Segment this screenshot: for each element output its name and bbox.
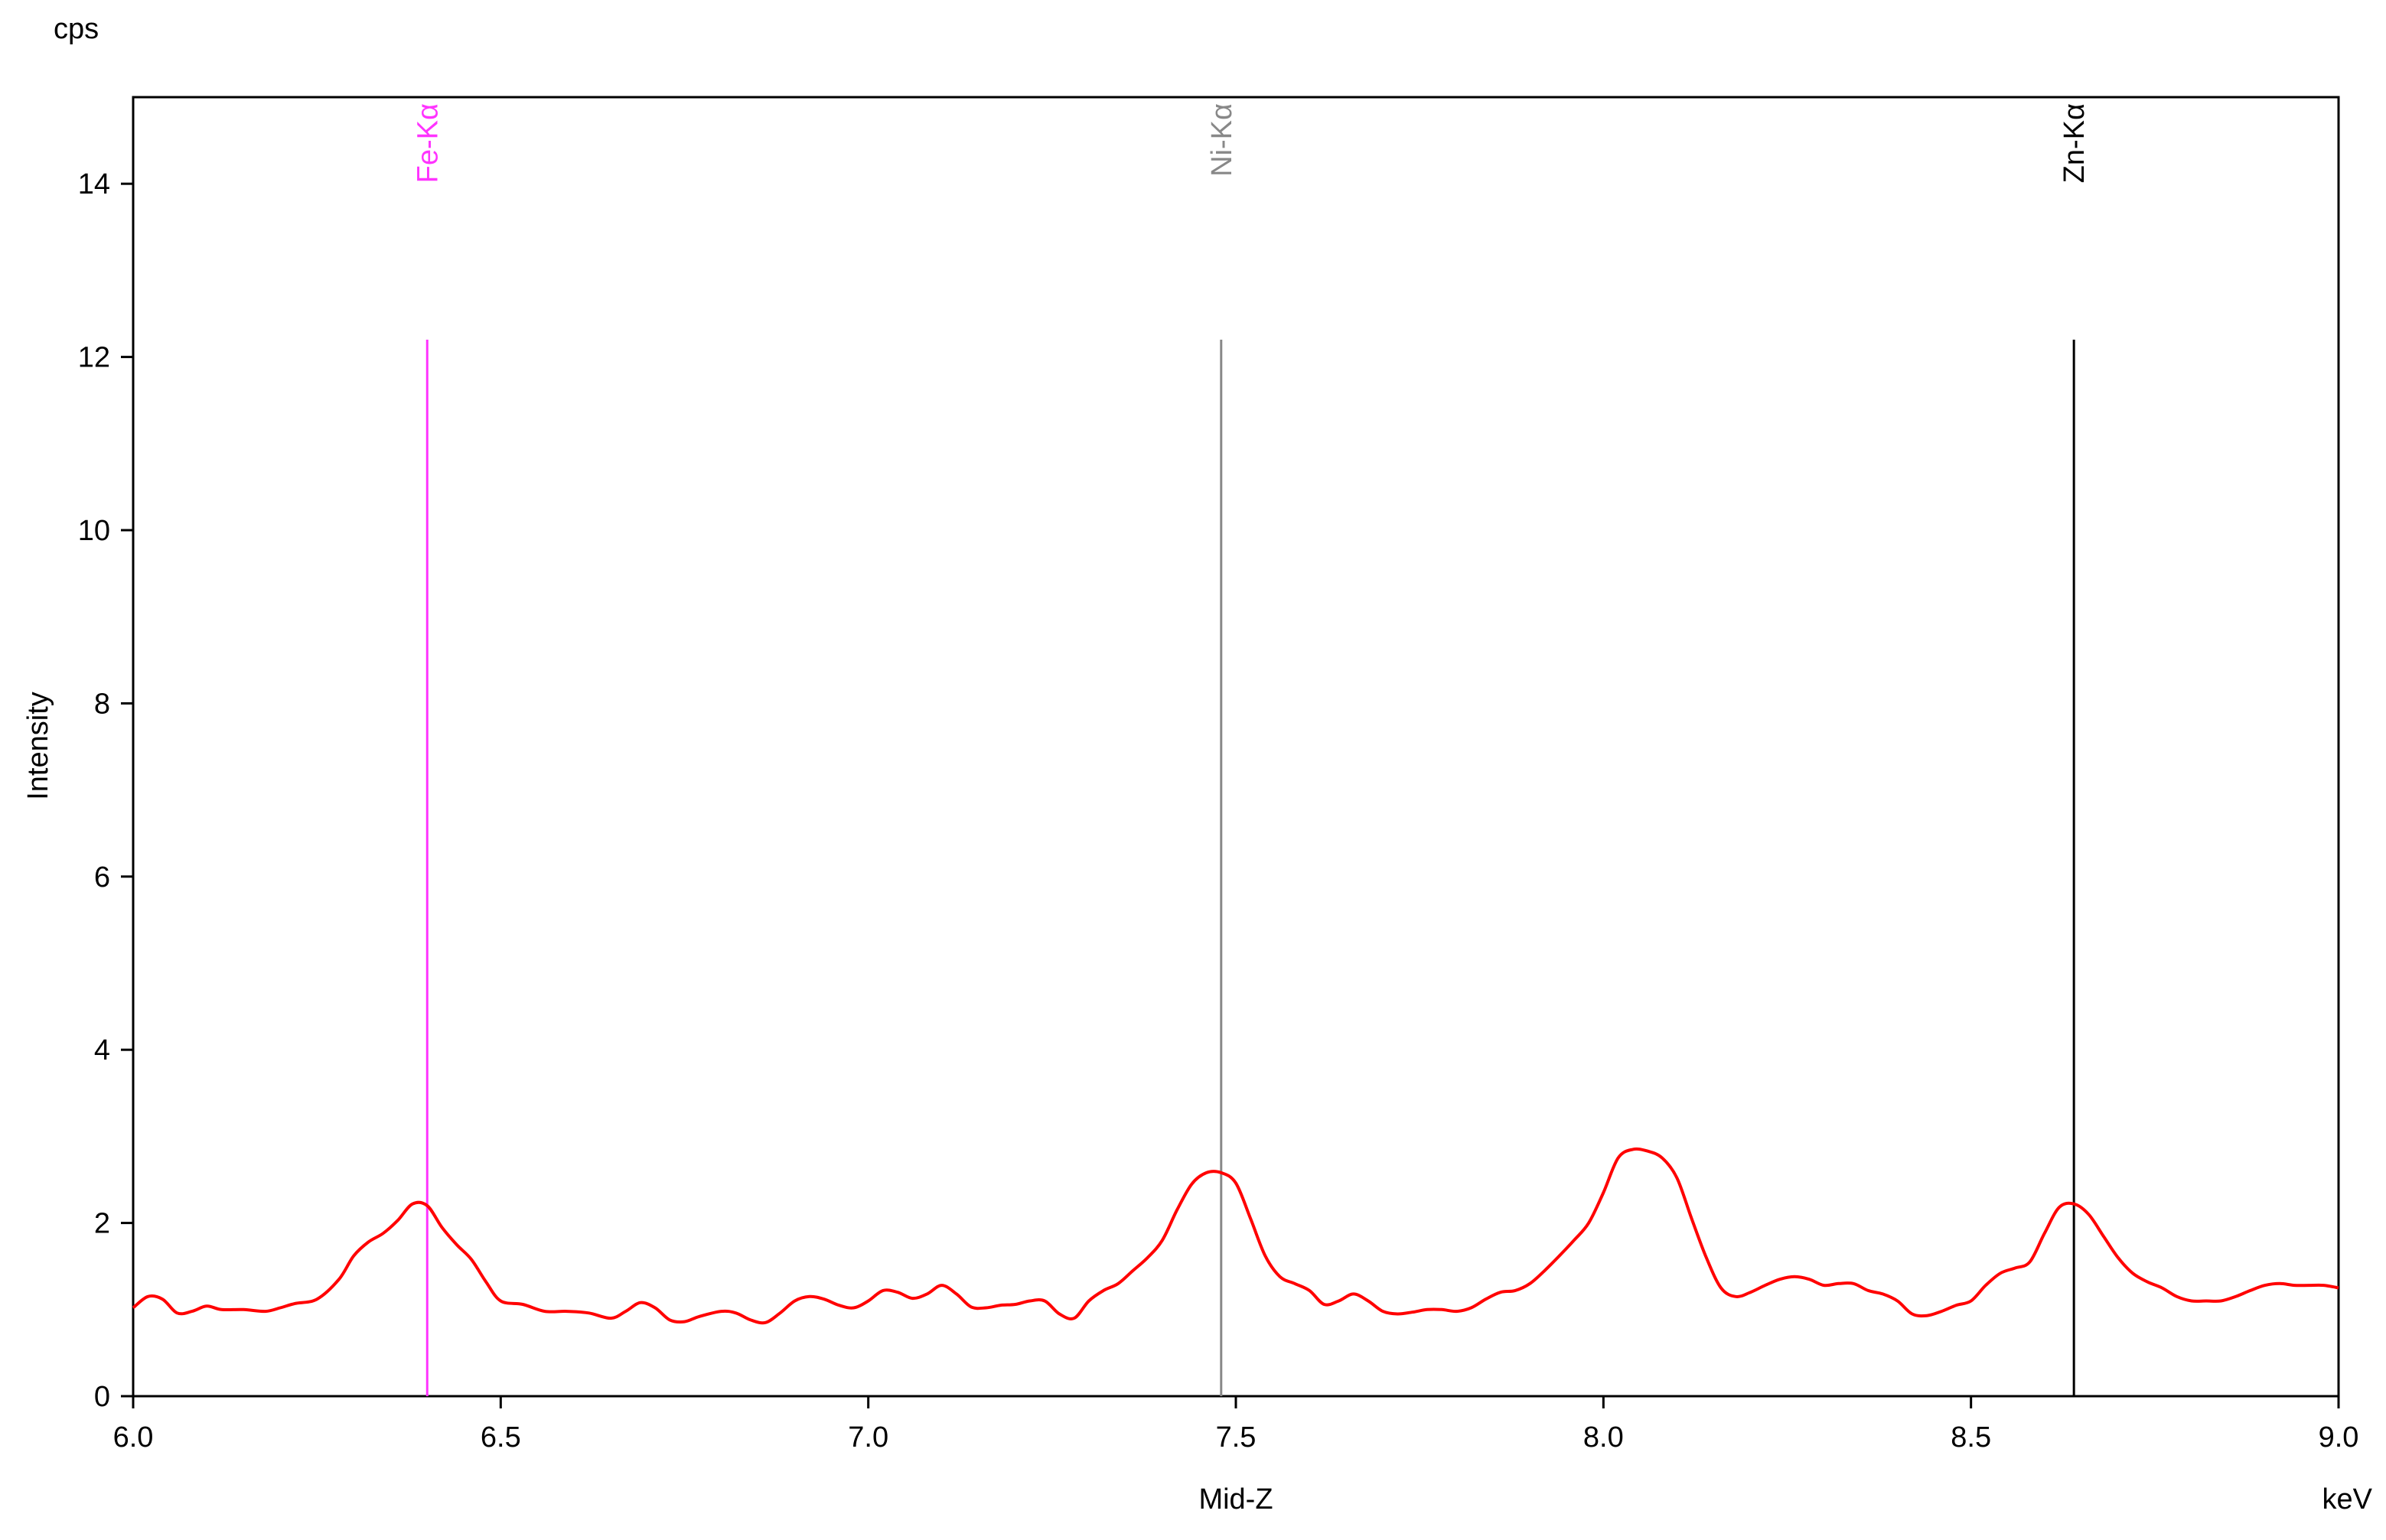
y-tick-label: 10 — [78, 515, 110, 547]
line-markers: Fe-Kα Ni-Kα Zn-Kα — [412, 103, 2091, 1396]
y-tick-label: 0 — [94, 1381, 110, 1413]
marker-label: Ni-Kα — [1206, 103, 1238, 177]
y-axis-title-group: Intensity — [22, 692, 54, 800]
x-axis: 6.0 6.5 7.0 7.5 8.0 8.5 9.0 — [113, 1396, 2359, 1454]
y-tick-label: 6 — [94, 861, 110, 894]
y-tick-label: 8 — [94, 688, 110, 720]
x-unit-label: keV — [2322, 1483, 2373, 1516]
marker-label: Zn-Kα — [2058, 103, 2091, 183]
x-tick-label: 8.5 — [1951, 1421, 1991, 1454]
x-tick-label: 8.0 — [1583, 1421, 1624, 1454]
y-tick-label: 4 — [94, 1034, 110, 1066]
x-tick-label: 9.0 — [2319, 1421, 2359, 1454]
x-axis-title: Mid-Z — [1198, 1483, 1273, 1516]
marker-label: Fe-Kα — [412, 103, 444, 183]
y-axis-title: Intensity — [22, 692, 54, 800]
x-tick-label: 7.5 — [1216, 1421, 1257, 1454]
y-tick-label: 2 — [94, 1208, 110, 1240]
y-unit-label: cps — [54, 13, 99, 45]
x-tick-label: 6.0 — [113, 1421, 154, 1454]
x-tick-label: 6.5 — [481, 1421, 521, 1454]
spectrum-series-line — [132, 1147, 2339, 1325]
y-tick-label: 14 — [78, 168, 110, 200]
y-tick-label: 12 — [78, 342, 110, 374]
plot-frame — [132, 96, 2340, 1398]
y-axis: 0 2 4 6 8 10 12 14 — [78, 168, 133, 1413]
x-tick-label: 7.0 — [848, 1421, 888, 1454]
